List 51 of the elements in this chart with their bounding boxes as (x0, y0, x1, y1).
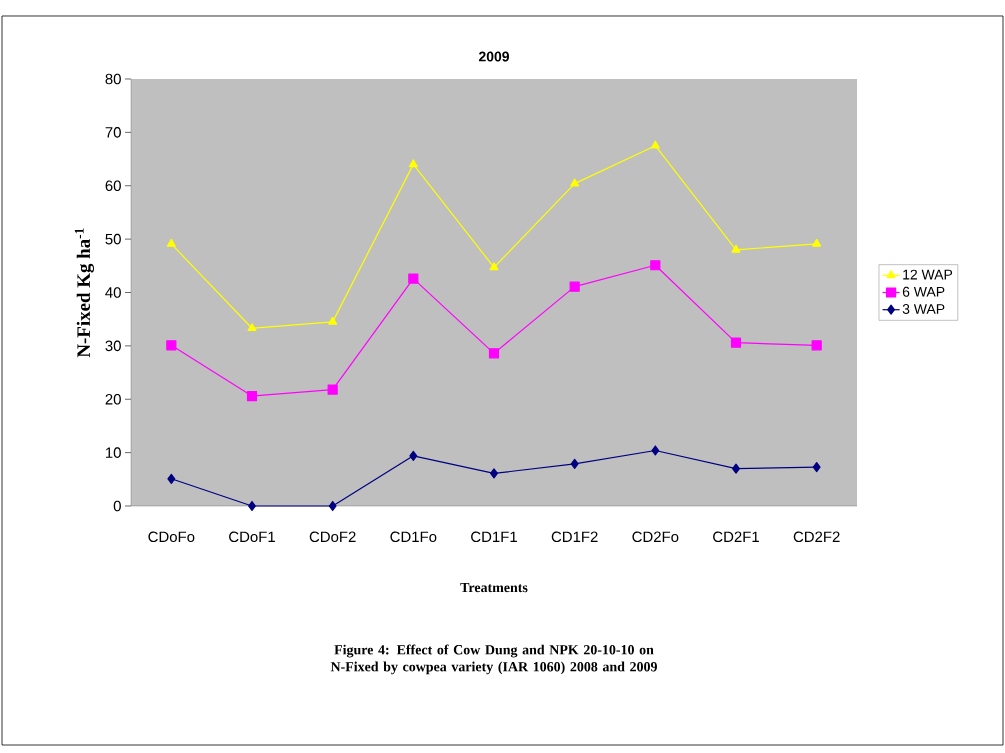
point (167, 473, 176, 484)
x-tick-label: CD2Fo (632, 531, 679, 543)
y-tick-label: 50 (105, 233, 121, 245)
point (730, 337, 742, 348)
point (650, 140, 660, 149)
point (166, 340, 177, 351)
y-tick-label: 60 (105, 180, 121, 192)
x-tick-label: CD1Fo (390, 531, 437, 543)
point (489, 262, 499, 271)
point (490, 468, 498, 479)
point (166, 238, 176, 247)
legend-label: 3 WAP (902, 304, 945, 314)
point (328, 500, 337, 512)
point (811, 340, 822, 351)
y-tick-label: 40 (105, 287, 121, 298)
point (732, 463, 740, 474)
point (247, 323, 257, 332)
point (488, 348, 500, 359)
point (409, 450, 418, 461)
x-tick-label: CDoFo (148, 531, 195, 543)
point (812, 461, 821, 473)
point (570, 458, 579, 469)
y-tick-label: 70 (105, 127, 121, 138)
point (812, 238, 822, 247)
point (327, 384, 338, 395)
y-tick-label: 30 (105, 340, 121, 352)
point (731, 244, 741, 253)
y-tick-label: 80 (105, 73, 121, 85)
legend-label: 12 WAP (903, 269, 953, 280)
y-tick-label: 10 (106, 447, 121, 458)
x-tick-label: CD1F1 (471, 531, 517, 543)
point (651, 445, 660, 456)
point (650, 260, 661, 271)
legend-label: 6 WAP (902, 286, 945, 297)
point (408, 159, 418, 168)
caption: Figure 4: Effect of Cow Dung and NPK 20-10-10 on N-Fixed by cowpea variety (IAR 1060) 2008 and 2009 (330, 644, 657, 675)
y-axis-title: N-Fixed Kg ha$^{-1}$ (74, 228, 95, 358)
point (408, 273, 419, 284)
x-tick-label: CD1F2 (551, 531, 598, 543)
point (569, 281, 580, 292)
point (570, 178, 580, 187)
point (328, 316, 338, 325)
y-tick-label: 0 (113, 500, 121, 512)
x-tick-label: CD2F2 (793, 531, 840, 543)
x-tick-label: CDoF1 (229, 531, 275, 543)
y-tick-label: 20 (105, 393, 121, 405)
x-tick-label: CD2F1 (713, 531, 759, 543)
chart-title: 2009 (478, 51, 509, 62)
point (246, 390, 258, 402)
x-axis-title: Treatments (460, 582, 528, 593)
x-tick-label: CDoF2 (309, 531, 356, 543)
